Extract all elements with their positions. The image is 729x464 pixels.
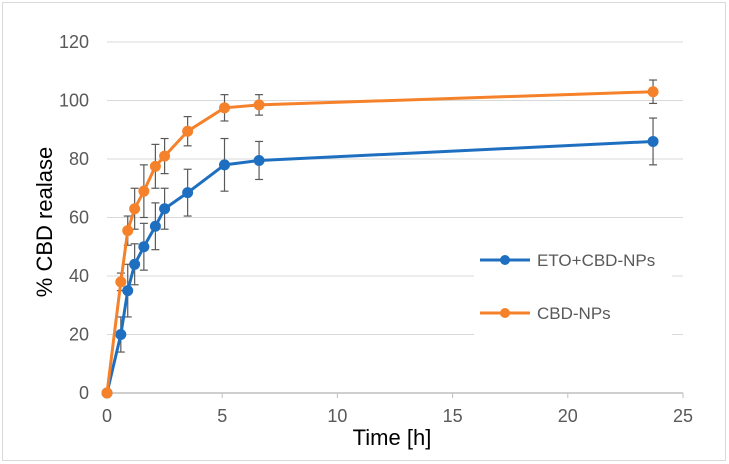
data-point-cbd-nps <box>149 160 161 172</box>
axes <box>106 392 684 398</box>
x-tick-label: 10 <box>327 406 347 426</box>
y-tick-label: 120 <box>59 32 89 52</box>
legend-marker-eto-cbd-nps <box>500 255 510 265</box>
y-tick-label: 60 <box>69 208 89 228</box>
data-point-cbd-nps <box>138 185 150 197</box>
x-tick-label: 0 <box>102 406 112 426</box>
x-tick-label: 5 <box>217 406 227 426</box>
legend-box <box>474 232 672 342</box>
legend-entry-eto-cbd-nps: ETO+CBD-NPs <box>480 251 655 270</box>
data-point-eto-cbd-nps <box>115 329 127 340</box>
data-point-eto-cbd-nps <box>253 154 265 166</box>
x-axis-title: Time [h] <box>353 425 432 450</box>
data-point-eto-cbd-nps <box>149 220 161 232</box>
legend-label-eto-cbd-nps: ETO+CBD-NPs <box>537 251 655 270</box>
data-point-cbd-nps <box>115 276 127 288</box>
tick-labels: 0 20 40 60 80 100 120 0 5 10 15 20 25 <box>59 32 693 426</box>
data-point-eto-cbd-nps <box>138 241 150 253</box>
x-tick-label: 15 <box>443 406 463 426</box>
legend-entry-cbd-nps: CBD-NPs <box>480 304 611 323</box>
data-point-cbd-nps <box>219 102 231 114</box>
data-point-eto-cbd-nps <box>159 203 171 215</box>
x-tick-label: 25 <box>673 406 693 426</box>
y-axis-title: % CBD realase <box>32 147 57 297</box>
y-tick-label: 0 <box>79 383 89 403</box>
data-point-cbd-nps <box>159 150 171 162</box>
data-point-eto-cbd-nps <box>122 285 134 297</box>
data-point-eto-cbd-nps <box>219 159 231 171</box>
data-point-cbd-nps <box>101 387 113 399</box>
y-tick-label: 20 <box>69 325 89 345</box>
data-point-cbd-nps <box>253 99 265 111</box>
data-point-eto-cbd-nps <box>129 258 141 270</box>
y-tick-label: 40 <box>69 266 89 286</box>
legend-label-cbd-nps: CBD-NPs <box>537 304 611 323</box>
data-point-cbd-nps <box>129 203 141 215</box>
y-tick-label: 80 <box>69 149 89 169</box>
legend: ETO+CBD-NPs CBD-NPs <box>474 232 672 342</box>
data-point-cbd-nps <box>647 86 659 98</box>
data-point-eto-cbd-nps <box>182 187 194 199</box>
data-point-cbd-nps <box>122 225 134 237</box>
y-tick-label: 100 <box>59 91 89 111</box>
data-point-eto-cbd-nps <box>647 135 659 147</box>
series <box>101 86 659 399</box>
legend-marker-cbd-nps <box>500 308 510 318</box>
data-point-cbd-nps <box>182 125 194 137</box>
x-tick-label: 20 <box>558 406 578 426</box>
